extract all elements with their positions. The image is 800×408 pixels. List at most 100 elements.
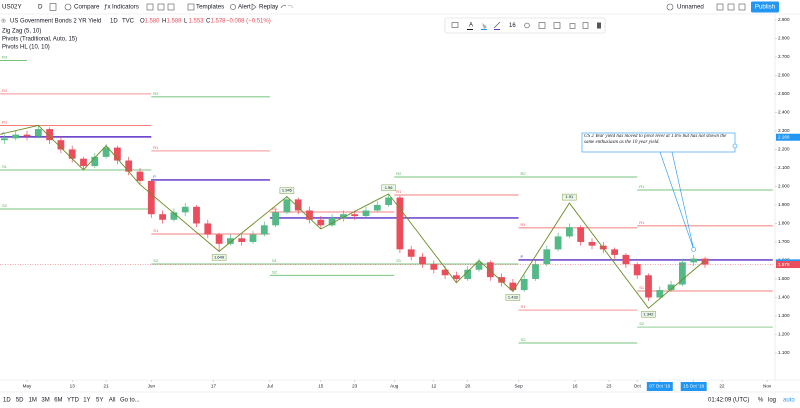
pivot-label: S1	[2, 164, 8, 169]
compare-icon[interactable]	[64, 3, 72, 11]
candle-body	[34, 129, 42, 137]
alert-button[interactable]: Alert	[238, 4, 251, 11]
replay-button[interactable]: Replay	[259, 4, 279, 11]
zigzag-label-box	[211, 254, 227, 261]
pivot-label: R2	[153, 91, 159, 96]
fill-icon[interactable]	[482, 23, 487, 29]
layout-name[interactable]: Unnamed	[677, 4, 704, 11]
candle-body	[12, 134, 20, 139]
callout-text-wrap: US 2 Year yield has moved to pivot level…	[584, 134, 726, 145]
x-tick-label: Aug	[390, 384, 399, 389]
indicator-list: Zig Zag (5, 10) Pivots (Traditional, Auto…	[2, 29, 77, 51]
pivot-label: S2	[2, 203, 8, 208]
clone-icon[interactable]	[553, 22, 561, 29]
x-tick-label: Jul	[267, 384, 273, 389]
zigzag-label: 1.342	[643, 311, 654, 316]
zigzag-label-box	[641, 311, 656, 318]
callout-anchor[interactable]	[691, 247, 696, 252]
candle-body	[249, 234, 257, 242]
indicator-name[interactable]: Pivots HL (10, 10)	[2, 45, 50, 51]
symbol[interactable]: US02Y	[2, 4, 22, 11]
lock-icon[interactable]	[569, 23, 576, 29]
candle-body	[407, 249, 415, 257]
callout-handle[interactable]	[732, 143, 738, 149]
legend-interval: 1D	[110, 19, 118, 25]
candle-body	[475, 262, 483, 270]
pivot-label: S2	[521, 337, 527, 342]
compare-button[interactable]: Compare	[74, 4, 100, 11]
alert-icon[interactable]	[230, 4, 236, 10]
y-tick-label: 1.800	[778, 221, 790, 226]
templates-icon[interactable]	[187, 3, 195, 11]
visibility-icon[interactable]	[538, 22, 546, 29]
y-tick-label: 2.100	[778, 165, 790, 170]
redo-icon[interactable]	[287, 5, 294, 9]
hide-icon[interactable]	[582, 22, 589, 29]
range-button[interactable]: 3M	[41, 398, 49, 404]
zigzag-line	[0, 124, 706, 309]
snapshot-icon[interactable]	[738, 3, 746, 11]
candle-body	[125, 160, 133, 172]
candle-body	[227, 238, 234, 244]
goto-button[interactable]: Go to...	[120, 398, 140, 404]
range-button[interactable]: 5D	[16, 398, 24, 404]
templates-button[interactable]: Templates	[196, 4, 224, 11]
layout-icon[interactable]	[146, 3, 154, 11]
x-tick-highlight	[646, 382, 673, 391]
font-size[interactable]: 16	[509, 23, 516, 29]
fullscreen-icon[interactable]	[167, 3, 175, 11]
range-button[interactable]: 1M	[29, 398, 37, 404]
pivot-label: R1	[639, 184, 645, 189]
template-icon[interactable]	[451, 22, 459, 28]
interval-button[interactable]: D	[38, 4, 43, 11]
candle-body	[1, 138, 8, 141]
pivot-label: S1	[153, 228, 159, 233]
candle-body	[23, 134, 31, 137]
candle-body	[272, 212, 279, 226]
log-toggle[interactable]: log	[768, 398, 776, 404]
y-tick-label: 2.200	[778, 147, 790, 152]
callout-box[interactable]	[581, 132, 736, 153]
undo-icon[interactable]	[280, 5, 287, 9]
candle-body	[667, 284, 675, 291]
indicator-name[interactable]: Pivots (Traditional, Auto, 15)	[2, 37, 77, 43]
pivot-label: S1	[396, 258, 402, 263]
candle-body	[238, 238, 246, 242]
pivot-label: R3	[2, 55, 8, 60]
percent-toggle[interactable]: %	[758, 398, 764, 404]
auto-toggle[interactable]: auto	[783, 398, 795, 404]
range-button[interactable]: 1Y	[83, 398, 90, 404]
border-icon[interactable]	[493, 21, 501, 29]
range-button[interactable]: 1D	[3, 398, 11, 404]
candle-body	[554, 236, 562, 250]
collapse-icon[interactable]: ⊕	[1, 19, 6, 25]
indicator-name[interactable]: Zig Zag (5, 10)	[2, 29, 41, 35]
legend-ohlc-value: 1.553	[189, 19, 205, 25]
settings-icon[interactable]	[157, 3, 165, 11]
range-button[interactable]: YTD	[67, 398, 80, 404]
publish-label[interactable]: Publish	[755, 4, 776, 11]
pivot-label: S1	[272, 258, 278, 263]
cloud-icon[interactable]	[666, 3, 674, 11]
indicators-button[interactable]: Indicators	[112, 4, 139, 11]
candle-body	[170, 212, 178, 220]
replay-icon[interactable]	[251, 3, 257, 11]
zigzag-label: 1.433	[508, 294, 519, 299]
y-tick-label: 2.600	[778, 73, 790, 78]
range-button[interactable]: 5Y	[96, 398, 103, 404]
settings-icon[interactable]	[727, 3, 735, 11]
settings-icon[interactable]	[524, 22, 530, 29]
publish-button[interactable]	[751, 1, 779, 13]
delete-icon[interactable]	[597, 22, 601, 29]
text-color-icon[interactable]: A	[469, 23, 473, 29]
range-button[interactable]: 6M	[54, 398, 62, 404]
pivot-label: P	[521, 254, 524, 259]
indicators-icon[interactable]: ƒx	[104, 4, 111, 11]
range-button[interactable]: All	[109, 398, 116, 404]
search-icon[interactable]	[716, 3, 724, 11]
bar-style-icon[interactable]	[49, 3, 57, 11]
x-tick-label: 15	[318, 384, 324, 389]
candle-body	[520, 278, 528, 291]
